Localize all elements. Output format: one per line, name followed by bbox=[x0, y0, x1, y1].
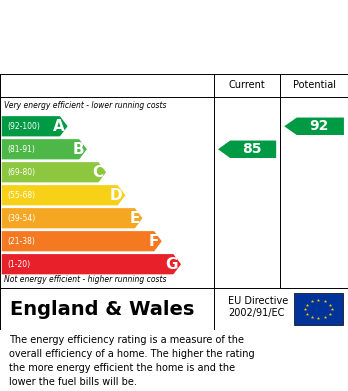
Text: 92: 92 bbox=[309, 119, 328, 133]
Text: (81-91): (81-91) bbox=[8, 145, 35, 154]
Text: (69-80): (69-80) bbox=[8, 168, 36, 177]
Text: 85: 85 bbox=[242, 142, 261, 156]
Text: (39-54): (39-54) bbox=[8, 214, 36, 223]
Text: Not energy efficient - higher running costs: Not energy efficient - higher running co… bbox=[4, 275, 167, 284]
Polygon shape bbox=[2, 208, 142, 228]
Polygon shape bbox=[2, 231, 162, 251]
Bar bbox=[294, 293, 343, 325]
Polygon shape bbox=[2, 254, 181, 274]
Text: C: C bbox=[92, 165, 103, 180]
Text: (21-38): (21-38) bbox=[8, 237, 35, 246]
Polygon shape bbox=[2, 162, 106, 182]
Text: (55-68): (55-68) bbox=[8, 191, 36, 200]
Polygon shape bbox=[2, 116, 68, 136]
Polygon shape bbox=[2, 139, 87, 160]
Text: B: B bbox=[72, 142, 84, 157]
Text: Current: Current bbox=[229, 80, 266, 90]
Text: A: A bbox=[53, 119, 65, 134]
Text: The energy efficiency rating is a measure of the
overall efficiency of a home. T: The energy efficiency rating is a measur… bbox=[9, 335, 254, 387]
Text: E: E bbox=[129, 211, 140, 226]
Text: Very energy efficient - lower running costs: Very energy efficient - lower running co… bbox=[4, 101, 167, 110]
Text: (1-20): (1-20) bbox=[8, 260, 31, 269]
Text: D: D bbox=[110, 188, 122, 203]
Text: F: F bbox=[149, 234, 159, 249]
Text: England & Wales: England & Wales bbox=[10, 300, 195, 319]
Text: Potential: Potential bbox=[293, 80, 335, 90]
Polygon shape bbox=[218, 140, 276, 158]
Text: EU Directive
2002/91/EC: EU Directive 2002/91/EC bbox=[228, 296, 288, 318]
Text: G: G bbox=[166, 257, 178, 272]
Text: Energy Efficiency Rating: Energy Efficiency Rating bbox=[9, 49, 238, 67]
Polygon shape bbox=[2, 185, 125, 205]
Text: (92-100): (92-100) bbox=[8, 122, 40, 131]
Polygon shape bbox=[284, 118, 344, 135]
